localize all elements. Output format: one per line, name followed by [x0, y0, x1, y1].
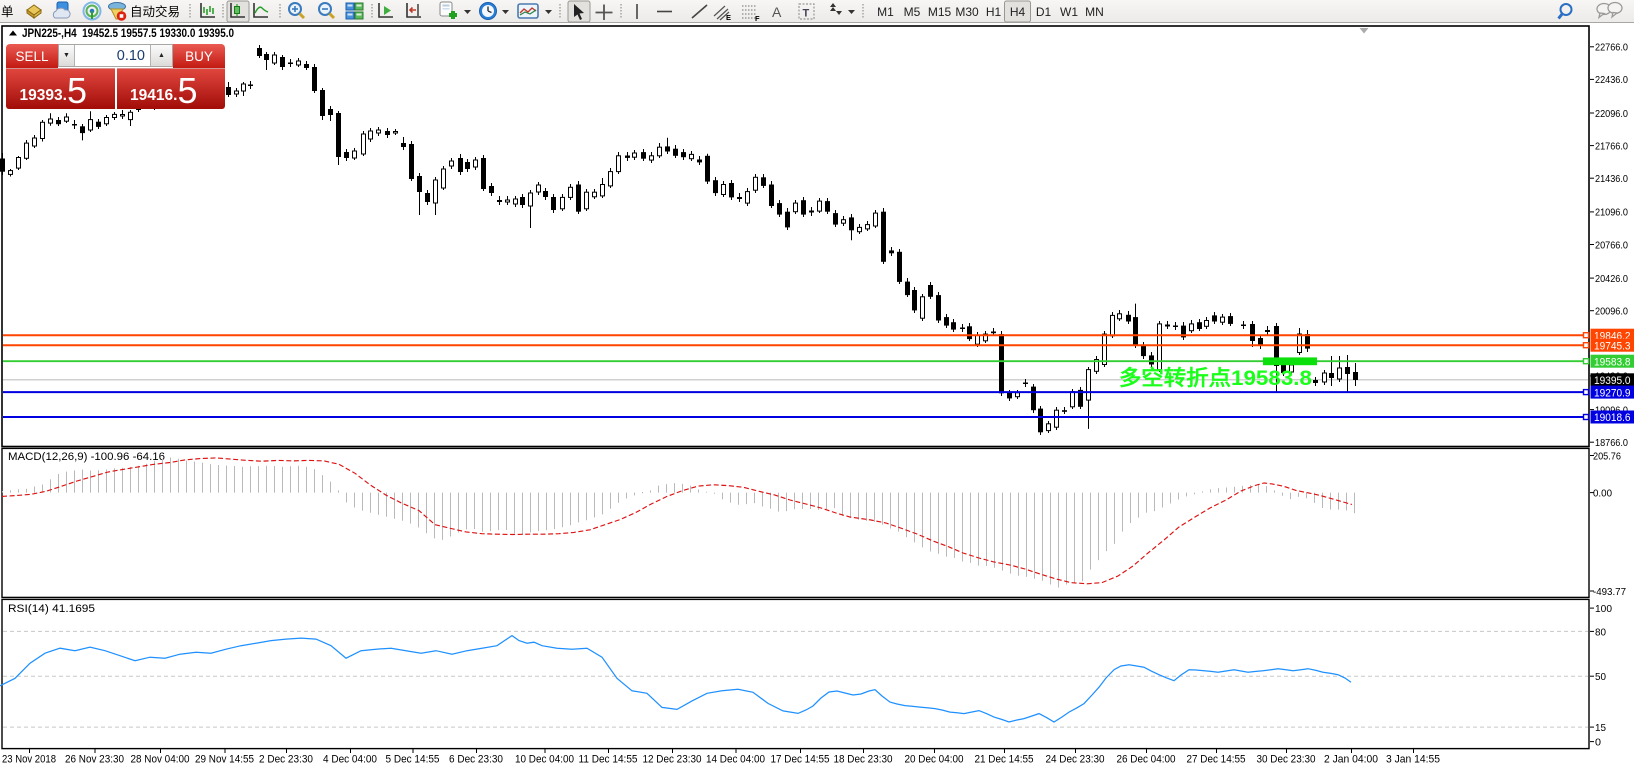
svg-text:MN: MN — [1085, 5, 1104, 19]
svg-text:21096.0: 21096.0 — [1595, 207, 1628, 219]
svg-text:M1: M1 — [877, 5, 894, 19]
svg-text:F: F — [755, 14, 760, 23]
svg-text:15: 15 — [1595, 722, 1606, 734]
svg-text:20766.0: 20766.0 — [1595, 239, 1628, 251]
svg-text:10 Dec 04:00: 10 Dec 04:00 — [515, 754, 574, 766]
svg-text:多空转折点19583.8: 多空转折点19583.8 — [1119, 366, 1312, 390]
svg-text:M30: M30 — [955, 5, 979, 19]
svg-text:100: 100 — [1595, 603, 1612, 615]
svg-text:205.76: 205.76 — [1593, 451, 1621, 463]
svg-text:H1: H1 — [986, 5, 1002, 19]
svg-text:T: T — [803, 8, 810, 20]
svg-text:M15: M15 — [928, 5, 952, 19]
svg-text:17 Dec 14:55: 17 Dec 14:55 — [771, 754, 830, 766]
svg-text:12 Dec 23:30: 12 Dec 23:30 — [643, 754, 702, 766]
svg-text:5 Dec 14:55: 5 Dec 14:55 — [386, 754, 440, 766]
svg-text:22436.0: 22436.0 — [1595, 74, 1628, 86]
svg-text:26 Nov 23:30: 26 Nov 23:30 — [65, 754, 124, 766]
svg-text:2 Dec 23:30: 2 Dec 23:30 — [259, 754, 313, 766]
svg-text:D1: D1 — [1036, 5, 1052, 19]
svg-text:19745.3: 19745.3 — [1594, 340, 1631, 352]
svg-text:21766.0: 21766.0 — [1595, 140, 1628, 152]
svg-text:18 Dec 23:30: 18 Dec 23:30 — [834, 754, 893, 766]
svg-text:RSI(14) 41.1695: RSI(14) 41.1695 — [8, 603, 95, 615]
svg-text:27 Dec 14:55: 27 Dec 14:55 — [1187, 754, 1246, 766]
svg-text:W1: W1 — [1060, 5, 1078, 19]
svg-text:18766.0: 18766.0 — [1595, 437, 1628, 449]
svg-text:14 Dec 04:00: 14 Dec 04:00 — [706, 754, 765, 766]
svg-text:29 Nov 14:55: 29 Nov 14:55 — [195, 754, 254, 766]
svg-text:MACD(12,26,9) -100.96 -64.16: MACD(12,26,9) -100.96 -64.16 — [8, 451, 165, 463]
svg-text:30 Dec 23:30: 30 Dec 23:30 — [1257, 754, 1316, 766]
svg-text:19583.8: 19583.8 — [1594, 356, 1631, 368]
svg-text:22766.0: 22766.0 — [1595, 42, 1628, 54]
svg-text:H4: H4 — [1010, 5, 1026, 19]
svg-text:28 Nov 04:00: 28 Nov 04:00 — [131, 754, 190, 766]
svg-text:0.00: 0.00 — [1593, 488, 1612, 500]
svg-text:3 Jan 14:55: 3 Jan 14:55 — [1386, 754, 1440, 766]
svg-text:A: A — [772, 4, 782, 20]
svg-text:单: 单 — [1, 5, 14, 19]
svg-text:JPN225-,H4 19452.5 19557.5 19: JPN225-,H4 19452.5 19557.5 19330.0 19395… — [22, 28, 234, 40]
svg-text:20096.0: 20096.0 — [1595, 306, 1628, 318]
svg-text:0: 0 — [1595, 737, 1601, 749]
svg-text:19018.6: 19018.6 — [1594, 412, 1631, 424]
svg-text:19270.9: 19270.9 — [1594, 387, 1631, 399]
svg-text:E: E — [726, 13, 731, 22]
svg-text:2 Jan 04:00: 2 Jan 04:00 — [1324, 754, 1378, 766]
svg-text:19395.0: 19395.0 — [1594, 375, 1631, 387]
svg-text:11 Dec 14:55: 11 Dec 14:55 — [579, 754, 638, 766]
svg-text:21436.0: 21436.0 — [1595, 173, 1628, 185]
svg-text:6 Dec 23:30: 6 Dec 23:30 — [449, 754, 503, 766]
svg-text:4 Dec 04:00: 4 Dec 04:00 — [323, 754, 377, 766]
svg-text:-493.77: -493.77 — [1593, 586, 1626, 598]
svg-text:24 Dec 23:30: 24 Dec 23:30 — [1046, 754, 1105, 766]
svg-text:20 Dec 04:00: 20 Dec 04:00 — [905, 754, 964, 766]
svg-text:22096.0: 22096.0 — [1595, 108, 1628, 120]
svg-text:50: 50 — [1595, 671, 1606, 683]
svg-text:80: 80 — [1595, 626, 1606, 638]
svg-text:自动交易: 自动交易 — [130, 4, 180, 19]
svg-text:20426.0: 20426.0 — [1595, 273, 1628, 285]
svg-text:M5: M5 — [904, 5, 921, 19]
svg-text:23 Nov 2018: 23 Nov 2018 — [2, 754, 56, 766]
svg-text:21 Dec 14:55: 21 Dec 14:55 — [975, 754, 1034, 766]
svg-text:26 Dec 04:00: 26 Dec 04:00 — [1117, 754, 1176, 766]
